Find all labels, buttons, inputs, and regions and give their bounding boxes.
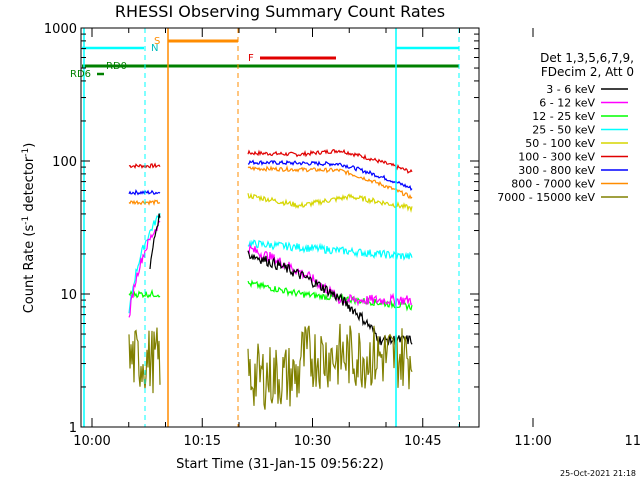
series-trace bbox=[247, 148, 413, 174]
legend-entry-label: 100 - 300 keV bbox=[518, 151, 595, 164]
series-trace bbox=[247, 243, 413, 307]
x-tick-label: 10:45 bbox=[404, 434, 441, 449]
series-trace bbox=[247, 323, 413, 410]
series-trace bbox=[247, 165, 413, 200]
y-axis-label-base: Count Rate (s bbox=[22, 225, 37, 314]
chart-title: RHESSI Observing Summary Count Rates bbox=[115, 2, 445, 21]
flag-label-n: N bbox=[151, 43, 158, 54]
legend-header-line: Det 1,3,5,6,7,9, bbox=[540, 51, 634, 65]
flag-label-f: F bbox=[248, 53, 254, 64]
legend-entry-label: 6 - 12 keV bbox=[539, 97, 595, 110]
legend-entry-label: 50 - 100 keV bbox=[525, 137, 595, 150]
legend-entry-label: 300 - 800 keV bbox=[518, 164, 595, 177]
timestamp-annotation: 25-Oct-2021 21:18 bbox=[560, 469, 636, 478]
series-trace bbox=[247, 279, 413, 312]
legend-entry-label: 12 - 25 keV bbox=[532, 110, 595, 123]
series-trace bbox=[247, 159, 413, 192]
flag-label-s: S bbox=[154, 36, 160, 47]
y-axis-label-sup2: -1 bbox=[21, 148, 31, 157]
legend-entry-label: 7000 - 15000 keV bbox=[497, 191, 595, 204]
y-axis-label-end: ) bbox=[22, 143, 37, 148]
y-axis-label-mid: detector bbox=[22, 156, 37, 216]
x-tick-label: 10:15 bbox=[184, 434, 221, 449]
y-tick-label: 1000 bbox=[44, 22, 77, 37]
legend: Det 1,3,5,6,7,9,FDecim 2, Att 0 3 - 6 keV… bbox=[497, 51, 634, 204]
series-trace bbox=[149, 213, 161, 270]
series-trace bbox=[247, 192, 413, 213]
flag-label-rd0: RD0 bbox=[106, 61, 127, 72]
y-axis-label: Count Rate (s-1 detector-1) bbox=[21, 143, 37, 314]
series-trace bbox=[247, 239, 413, 261]
legend-entry-label: 25 - 50 keV bbox=[532, 124, 595, 137]
data-layer bbox=[128, 148, 413, 410]
x-tick-label: 11:00 bbox=[514, 434, 551, 449]
legend-entry-label: 3 - 6 keV bbox=[546, 83, 595, 96]
x-tick-label: 10:00 bbox=[73, 434, 110, 449]
y-tick-label: 10 bbox=[60, 288, 77, 303]
legend-entry-label: 800 - 7000 keV bbox=[511, 178, 595, 191]
x-tick-label: 11:15 bbox=[625, 434, 640, 449]
legend-header-line: FDecim 2, Att 0 bbox=[541, 65, 634, 79]
plot-frame bbox=[80, 27, 480, 428]
series-trace bbox=[128, 288, 161, 299]
y-tick-label: 100 bbox=[52, 155, 77, 170]
axis-ticks: 1 10 100 1000 10:00 10:15 10:30 10:45 11:00 11:15… bbox=[44, 22, 640, 449]
x-axis-label: Start Time (31-Jan-15 09:56:22) bbox=[176, 457, 384, 472]
y-tick-label: 1 bbox=[69, 421, 77, 436]
y-axis-label-sup1: -1 bbox=[21, 216, 31, 225]
x-tick-label: 10:30 bbox=[294, 434, 331, 449]
